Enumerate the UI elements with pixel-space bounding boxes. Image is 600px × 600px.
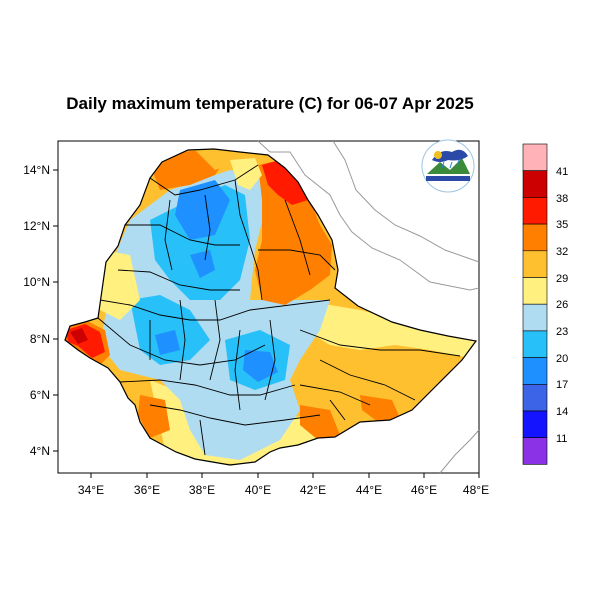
x-tick-label: 46°E: [411, 483, 437, 497]
colorbar-label: 35: [556, 219, 568, 231]
colorbar-swatch: [522, 330, 548, 358]
y-tick-label: 4°N: [30, 444, 50, 458]
x-tick-label: 34°E: [78, 483, 104, 497]
colorbar-swatch: [522, 437, 548, 465]
map-title: Daily maximum temperature (C) for 06-07 …: [66, 94, 474, 113]
neighbor-borders: [257, 140, 480, 474]
colorbar-label: 32: [556, 246, 568, 258]
admin-boundaries: [64, 148, 478, 466]
y-tick-label: 6°N: [30, 388, 50, 402]
x-tick-label: 38°E: [189, 483, 215, 497]
colorbar-swatch: [522, 303, 548, 332]
colorbar-label: 17: [556, 379, 568, 391]
colorbar-label: 41: [556, 166, 568, 178]
x-tick-label: 48°E: [463, 483, 489, 497]
colorbar-swatch: [522, 383, 548, 412]
x-tick-label: 36°E: [134, 483, 160, 497]
y-tick-label: 8°N: [30, 332, 50, 346]
colorbar-swatch: [522, 170, 548, 198]
colorbar-label: 20: [556, 353, 568, 365]
colorbar-swatch: [522, 197, 548, 225]
colorbar-label: 29: [556, 273, 568, 285]
x-tick-label: 40°E: [245, 483, 271, 497]
colorbar-label: 14: [556, 406, 568, 418]
colorbar-swatch: [522, 223, 548, 252]
y-tick-label: 14°N: [23, 163, 50, 177]
colorbar-swatch: [522, 410, 548, 439]
colorbar: [522, 143, 548, 465]
colorbar-labels: 41 38 35 32 29 26 23 20 17 14 11: [556, 166, 568, 445]
colorbar-swatch: [522, 357, 548, 385]
y-tick-label: 10°N: [23, 275, 50, 289]
colorbar-swatch: [522, 277, 548, 305]
emi-logo: [421, 139, 475, 193]
y-tick-label: 12°N: [23, 219, 50, 233]
x-tick-label: 42°E: [300, 483, 326, 497]
colorbar-label: 11: [556, 433, 567, 445]
x-tick-label: 44°E: [356, 483, 382, 497]
colorbar-label: 26: [556, 299, 568, 311]
colorbar-swatch: [522, 250, 548, 278]
axis-ticks: [53, 169, 480, 478]
colorbar-label: 23: [556, 326, 568, 338]
colorbar-label: 38: [556, 193, 568, 205]
colorbar-swatch: [522, 143, 548, 172]
